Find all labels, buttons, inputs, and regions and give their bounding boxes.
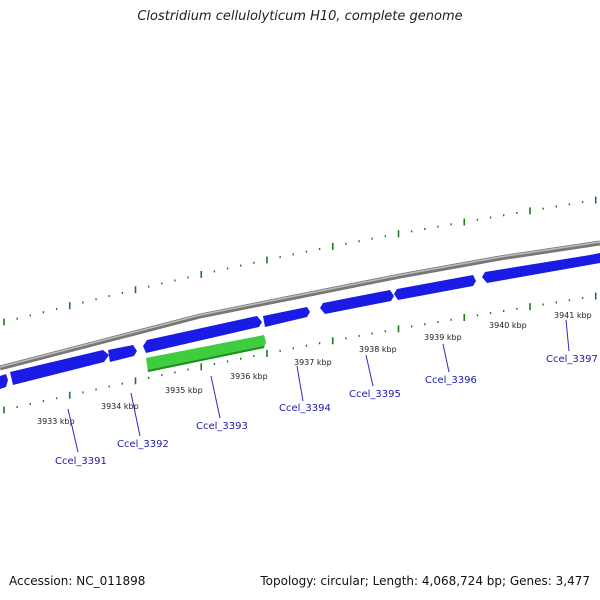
gene-label-ccel-3397[interactable]: Ccel_3397 [546,354,598,365]
accession-label: Accession: NC_011898 [9,574,146,588]
genome-stats-label: Topology: circular; Length: 4,068,724 bp… [260,574,590,588]
gene-arrow[interactable] [0,374,8,389]
gene-leader-lines [67,319,570,453]
page-title: Clostridium cellulolyticum H10, complete… [137,9,463,24]
gene-label-ccel-3395[interactable]: Ccel_3395 [349,389,401,400]
kbp-label: 3936 kbp [230,372,268,381]
leader-line [365,354,374,387]
leader-line [130,392,141,437]
gene-track-forward [0,253,600,389]
kbp-label: 3935 kbp [165,386,203,395]
gene-label-ccel-3391[interactable]: Ccel_3391 [55,456,107,467]
leader-line [67,408,79,453]
gene-arrow[interactable] [108,345,137,362]
gene-arrow[interactable] [394,275,476,300]
gene-label-ccel-3393[interactable]: Ccel_3393 [196,421,248,432]
genome-backbone-highlight [0,241,600,368]
gene-label-ccel-3392[interactable]: Ccel_3392 [117,439,169,450]
kbp-label: 3940 kbp [489,321,527,330]
kbp-label-group: 3933 kbp 3934 kbp 3935 kbp 3936 kbp 3937… [37,311,592,426]
gene-label-ccel-3396[interactable]: Ccel_3396 [425,375,477,386]
gene-label-ccel-3394[interactable]: Ccel_3394 [279,403,331,414]
kbp-label: 3937 kbp [294,358,332,367]
kbp-label: 3934 kbp [101,402,139,411]
kbp-label: 3939 kbp [424,333,462,342]
gene-arrow[interactable] [10,350,109,385]
gene-arrow[interactable] [263,307,310,327]
inner-tick-track [3,292,597,414]
highlighted-gene-edge [147,346,265,372]
kbp-label: 3941 kbp [554,311,592,320]
gene-arrow[interactable] [143,316,262,353]
outer-tick-track [3,196,597,326]
gene-label-group: Ccel_3391 Ccel_3392 Ccel_3393 Ccel_3394 … [55,354,598,467]
kbp-label: 3938 kbp [359,345,397,354]
kbp-label: 3933 kbp [37,417,75,426]
gene-arrow[interactable] [320,290,394,314]
gene-arrow[interactable] [482,253,600,283]
leader-line [442,343,450,373]
leader-line [565,319,570,352]
leader-line [296,365,304,402]
leader-line [210,375,221,419]
highlighted-gene-arrow[interactable] [146,335,266,372]
genome-backbone [0,240,600,371]
